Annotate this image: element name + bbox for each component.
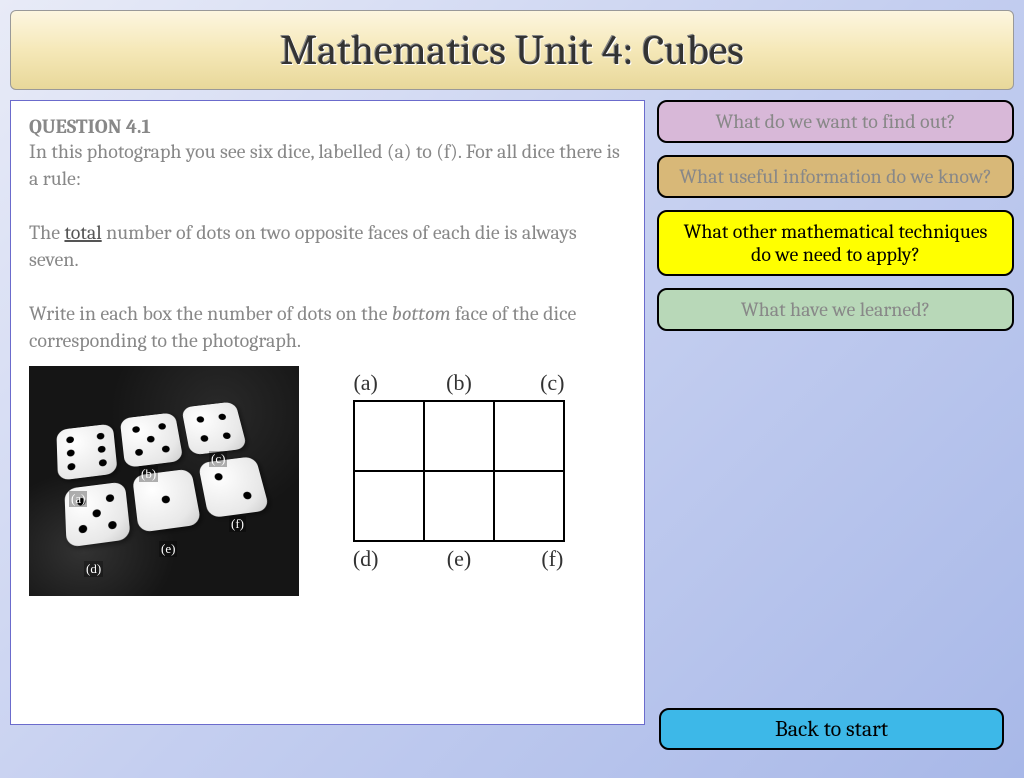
content-panel: QUESTION 4.1 In this photograph you see … [10, 100, 645, 725]
die-label-c: (c) [209, 451, 227, 467]
cell-a[interactable] [354, 401, 424, 471]
answer-grid: (a) (b) (c) (d) (e) (f) [319, 366, 599, 576]
question-line3a: Write in each box the number of dots on … [29, 302, 392, 325]
hint-button-techniques[interactable]: What other mathematical techniques do we… [657, 210, 1014, 276]
die-label-a: (a) [69, 491, 87, 507]
die-label-e: (e) [159, 541, 177, 557]
grid-label-f: (f) [517, 546, 587, 572]
back-to-start-button[interactable]: Back to start [659, 708, 1004, 750]
cell-f[interactable] [494, 471, 564, 541]
grid-label-e: (e) [424, 546, 494, 572]
question-line2a: The [29, 221, 64, 244]
hint-button-useful-info[interactable]: What useful information do we know? [657, 155, 1014, 198]
hint-button-learned[interactable]: What have we learned? [657, 288, 1014, 331]
question-body: In this photograph you see six dice, lab… [29, 138, 626, 354]
sidebar: What do we want to find out? What useful… [657, 100, 1014, 725]
die-label-d: (d) [84, 561, 103, 577]
answer-table [353, 400, 565, 542]
cell-b[interactable] [424, 401, 494, 471]
grid-labels-top: (a) (b) (c) [319, 366, 599, 400]
die-label-b: (b) [139, 466, 158, 482]
cell-e[interactable] [424, 471, 494, 541]
page-title: Mathematics Unit 4: Cubes [280, 26, 744, 75]
main-area: QUESTION 4.1 In this photograph you see … [0, 100, 1024, 725]
question-line2b: number of dots on two opposite faces of … [29, 221, 577, 271]
grid-label-d: (d) [331, 546, 401, 572]
grid-label-c: (c) [517, 370, 587, 396]
grid-labels-bottom: (d) (e) (f) [319, 542, 599, 576]
die-label-f: (f) [229, 516, 246, 532]
grid-label-b: (b) [424, 370, 494, 396]
hint-button-find-out[interactable]: What do we want to find out? [657, 100, 1014, 143]
title-bar: Mathematics Unit 4: Cubes [10, 10, 1014, 90]
question-label: QUESTION 4.1 [29, 115, 151, 138]
cell-d[interactable] [354, 471, 424, 541]
figure-row: (a) (b) (c) (d) (e) (f) (a) (b) (c) (d [29, 366, 626, 596]
grid-label-a: (a) [331, 370, 401, 396]
question-total-underlined: total [64, 221, 101, 244]
dice-photograph: (a) (b) (c) (d) (e) (f) [29, 366, 299, 596]
question-line1: In this photograph you see six dice, lab… [29, 140, 620, 190]
question-bottom-italic: bottom [392, 302, 451, 325]
cell-c[interactable] [494, 401, 564, 471]
